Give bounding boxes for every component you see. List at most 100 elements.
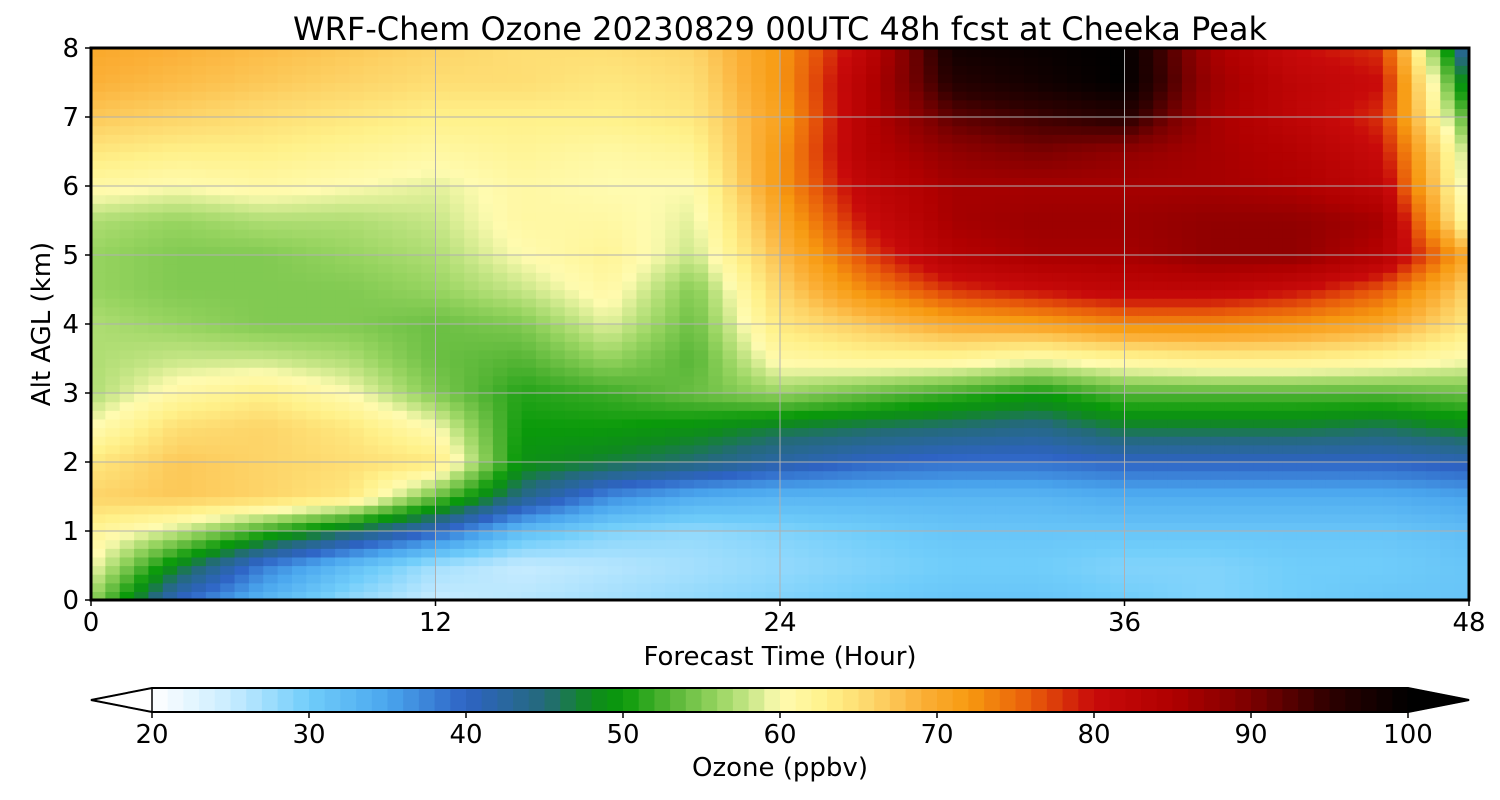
heatmap-cell [234, 332, 250, 342]
heatmap-cell [1382, 436, 1398, 446]
heatmap-cell [320, 470, 336, 480]
heatmap-cell [665, 211, 681, 222]
heatmap-cell [277, 306, 293, 316]
heatmap-cell [406, 186, 422, 196]
heatmap-cell [1454, 410, 1470, 420]
heatmap-cell [564, 237, 580, 247]
heatmap-cell [1397, 255, 1413, 265]
heatmap-cell [1067, 263, 1083, 273]
heatmap-cell [1296, 211, 1312, 222]
heatmap-cell [1397, 177, 1413, 187]
heatmap-cell [1038, 522, 1054, 532]
heatmap-cell [650, 556, 666, 567]
heatmap-cell [464, 160, 480, 170]
heatmap-cell [349, 186, 365, 196]
heatmap-cell [1411, 289, 1427, 299]
heatmap-cell [909, 401, 925, 411]
heatmap-cell [119, 522, 135, 532]
heatmap-cell [421, 418, 437, 429]
heatmap-cell [1253, 315, 1269, 325]
heatmap-cell [851, 332, 867, 342]
heatmap-cell [1382, 151, 1398, 161]
heatmap-cell [1440, 306, 1456, 316]
heatmap-cell [650, 168, 666, 178]
heatmap-cell [478, 539, 494, 549]
heatmap-cell [1454, 315, 1470, 325]
heatmap-cell [593, 556, 609, 567]
heatmap-cell [1210, 280, 1226, 291]
heatmap-cell [1052, 306, 1068, 316]
heatmap-cell [1138, 375, 1154, 385]
heatmap-cell [306, 263, 322, 273]
heatmap-cell [1124, 479, 1140, 489]
heatmap-cell [1325, 401, 1341, 411]
heatmap-cell [1052, 211, 1068, 222]
heatmap-cell [1339, 194, 1355, 204]
heatmap-cell [1296, 582, 1312, 592]
heatmap-cell [421, 505, 437, 515]
heatmap-cell [1368, 548, 1384, 558]
heatmap-cell [1325, 548, 1341, 558]
heatmap-cell [1454, 418, 1470, 429]
heatmap-cell [794, 453, 810, 463]
heatmap-cell [91, 237, 106, 247]
heatmap-cell [1210, 272, 1226, 282]
heatmap-cell [794, 505, 810, 515]
heatmap-cell [837, 315, 853, 325]
heatmap-cell [1196, 315, 1212, 325]
heatmap-cell [91, 298, 106, 308]
heatmap-cell [823, 522, 839, 532]
heatmap-cell [291, 177, 307, 187]
heatmap-cell [952, 203, 968, 213]
heatmap-cell [1167, 341, 1183, 351]
heatmap-cell [507, 453, 523, 463]
heatmap-cell [952, 168, 968, 178]
heatmap-cell [205, 246, 221, 256]
heatmap-cell [248, 367, 264, 377]
heatmap-cell [464, 168, 480, 178]
heatmap-cell [780, 203, 795, 213]
heatmap-cell [808, 280, 824, 291]
heatmap-cell [1210, 565, 1226, 575]
heatmap-cell [205, 462, 221, 472]
heatmap-cell [1339, 410, 1355, 420]
heatmap-cell [1052, 194, 1068, 204]
heatmap-cell [866, 349, 882, 360]
heatmap-cell [148, 574, 164, 584]
heatmap-cell [866, 479, 882, 489]
heatmap-cell [1138, 332, 1154, 342]
heatmap-cell [277, 401, 293, 411]
heatmap-cell [1052, 470, 1068, 480]
heatmap-cell [923, 298, 939, 308]
heatmap-cell [808, 375, 824, 385]
heatmap-cell [736, 324, 752, 334]
heatmap-cell [177, 574, 193, 584]
heatmap-cell [1325, 591, 1341, 601]
heatmap-cell [1124, 367, 1140, 377]
heatmap-cell [866, 332, 882, 342]
heatmap-cell [837, 263, 853, 273]
heatmap-cell [593, 160, 609, 170]
heatmap-cell [650, 151, 666, 161]
heatmap-cell [1067, 418, 1083, 429]
heatmap-cell [1311, 220, 1327, 230]
heatmap-cell [363, 401, 379, 411]
heatmap-cell [1282, 246, 1298, 256]
heatmap-cell [550, 280, 566, 291]
heatmap-cell [1282, 263, 1298, 273]
heatmap-cell [1440, 246, 1456, 256]
heatmap-cell [306, 479, 322, 489]
heatmap-cell [363, 505, 379, 515]
heatmap-cell [1454, 263, 1470, 273]
heatmap-cell [177, 479, 193, 489]
heatmap-cell [550, 341, 566, 351]
heatmap-cell [1038, 246, 1054, 256]
heatmap-cell [693, 410, 709, 420]
heatmap-cell [134, 462, 150, 472]
heatmap-cell [449, 220, 465, 230]
heatmap-cell [478, 186, 494, 196]
heatmap-cell [1253, 194, 1269, 204]
heatmap-cell [622, 332, 638, 342]
heatmap-cell [765, 358, 781, 368]
heatmap-cell [1325, 177, 1341, 187]
